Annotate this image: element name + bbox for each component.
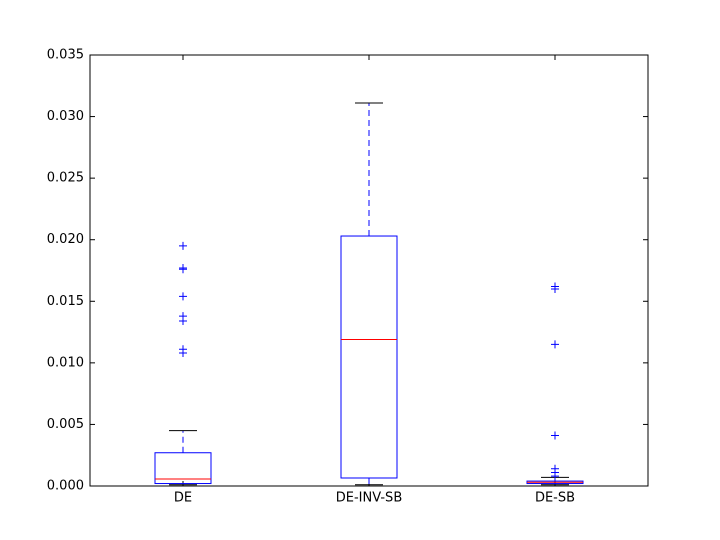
flier (179, 349, 187, 358)
box (154, 452, 212, 485)
x-tick-label: DE-INV-SB (336, 491, 402, 506)
flier (551, 431, 559, 440)
x-tick-label: DE-SB (535, 491, 575, 506)
flier (551, 340, 559, 349)
y-tick-label: 0.015 (47, 294, 84, 309)
plot-frame (89, 54, 649, 487)
flier (179, 316, 187, 325)
flier (179, 265, 187, 274)
y-tick-label: 0.010 (47, 355, 84, 370)
y-tick-label: 0.025 (47, 171, 84, 186)
flier (551, 472, 559, 481)
y-tick-label: 0.020 (47, 232, 84, 247)
y-tick-label: 0.030 (47, 109, 84, 124)
x-tick-label: DE (174, 491, 192, 506)
flier (179, 241, 187, 250)
y-tick-label: 0.000 (47, 479, 84, 494)
flier (551, 284, 559, 293)
y-tick-label: 0.005 (47, 417, 84, 432)
box (340, 235, 398, 479)
y-tick-label: 0.035 (47, 48, 84, 63)
flier (179, 292, 187, 301)
